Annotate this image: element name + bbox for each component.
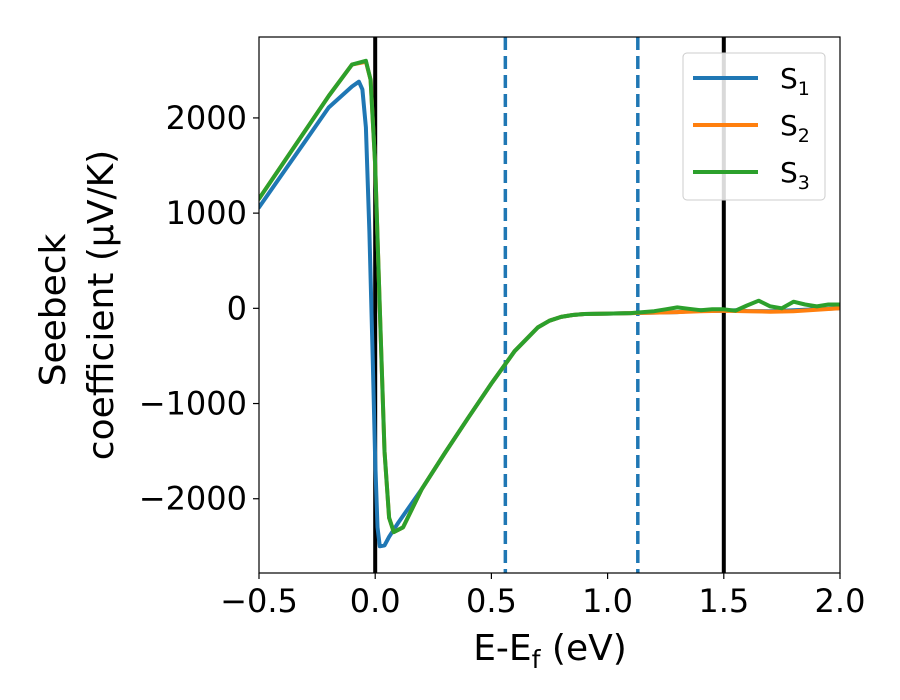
x-tick-label: 2.0: [815, 582, 866, 620]
y-axis-label-line2: coefficient (μV/K): [81, 150, 122, 460]
plot-frame: [258, 36, 841, 574]
legend-label-s3: S3: [780, 156, 810, 194]
y-axis-label-line1: Seebeck: [33, 233, 74, 386]
x-tick-label: −0.5: [220, 582, 298, 620]
x-tick-label: 1.5: [698, 582, 749, 620]
y-tick-label: 1000: [166, 194, 247, 232]
legend-label-s1: S1: [780, 62, 810, 100]
y-tick-label: 0: [227, 289, 247, 327]
x-axis-label: E-Ef (eV): [473, 628, 627, 674]
legend: S1 S2 S3: [682, 52, 826, 201]
legend-label-s2: S2: [780, 109, 810, 147]
y-tick-label: −2000: [139, 480, 247, 518]
x-tick-label: 0.5: [466, 582, 517, 620]
x-tick-label: 1.0: [582, 582, 633, 620]
x-tick-label: 0.0: [350, 582, 401, 620]
y-tick-label: 2000: [166, 99, 247, 137]
series-line-s3: [259, 58, 840, 535]
y-tick-label: −1000: [139, 385, 247, 423]
